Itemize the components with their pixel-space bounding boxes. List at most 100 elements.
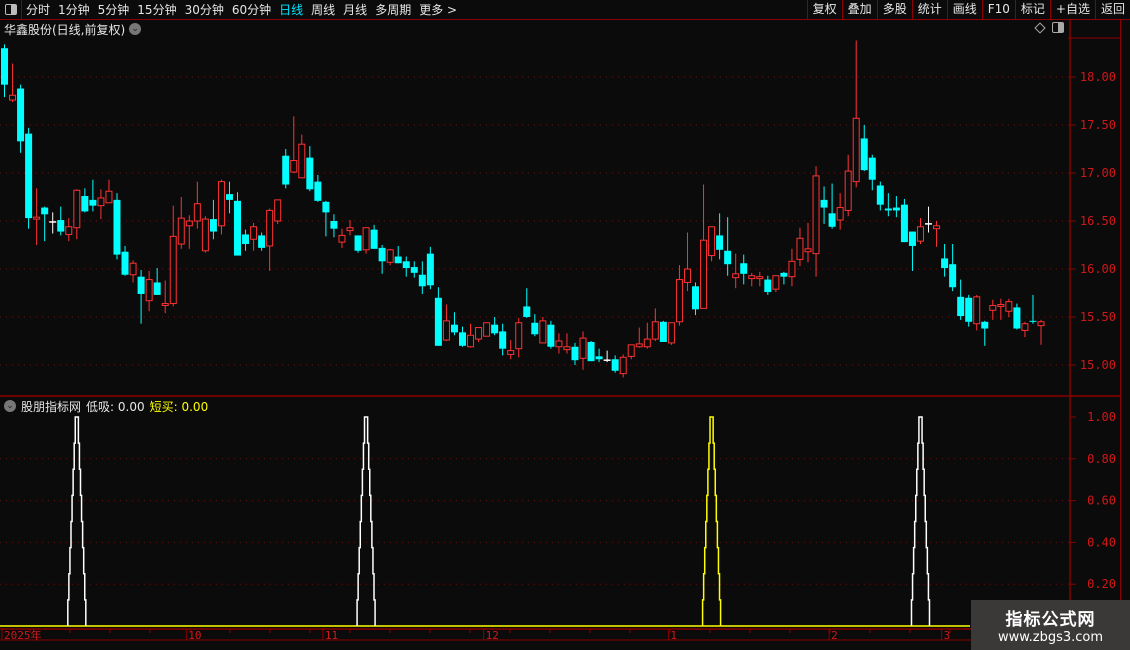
candle-body-up xyxy=(185,220,193,227)
panel-toggle-icon[interactable] xyxy=(0,0,22,20)
candle-body-up xyxy=(788,260,796,278)
toolbar-button-3[interactable]: 统计 xyxy=(911,0,947,20)
candle-body-down xyxy=(1013,307,1021,329)
panel-icon[interactable] xyxy=(1052,22,1064,33)
candle-body-down xyxy=(740,263,748,274)
toolbar-button-1[interactable]: 叠加 xyxy=(841,0,877,20)
candle-body-down xyxy=(225,194,233,200)
candle-body-down xyxy=(523,306,531,317)
candle-body-up xyxy=(193,203,201,222)
candle-body-down xyxy=(611,359,619,371)
candle-body-down xyxy=(531,322,539,335)
candle-body-down xyxy=(25,133,33,219)
candle-body-up xyxy=(748,275,756,280)
date-tick-label: 1 xyxy=(670,629,677,642)
candle-body-down xyxy=(57,220,65,232)
candle-body-down xyxy=(828,213,836,227)
candle-body-up xyxy=(266,209,274,247)
candle-body-up xyxy=(1005,301,1013,312)
candle-body-down xyxy=(949,264,957,288)
candle-body-down xyxy=(1,48,8,85)
candle-body-down xyxy=(547,324,555,347)
period-tab-6[interactable]: 日线 xyxy=(279,2,304,17)
candle-body-up xyxy=(916,226,924,242)
toolbar-button-4[interactable]: 画线 xyxy=(946,0,982,20)
candle-body-up xyxy=(467,334,475,348)
candle-body-up xyxy=(298,143,306,179)
toolbar-button-7[interactable]: +自选 xyxy=(1049,0,1095,20)
short-buy-label: 短买: xyxy=(149,399,178,414)
chart-title-row: 华鑫股份(日线,前复权) ⌄ xyxy=(4,21,142,37)
candle-body-up xyxy=(65,226,73,235)
period-tab-7[interactable]: 周线 xyxy=(311,2,336,17)
chevron-down-icon[interactable]: ⌄ xyxy=(129,23,142,35)
candle-body-down xyxy=(370,229,378,249)
candle-body-down xyxy=(884,208,892,211)
toolbar-button-8[interactable]: 返回 xyxy=(1094,0,1130,20)
date-tick-label: 11 xyxy=(325,629,338,642)
candle-body-down xyxy=(820,199,828,208)
candle-body-up xyxy=(362,227,370,251)
candle-body-up xyxy=(651,321,659,340)
toolbar-button-2[interactable]: 多股 xyxy=(876,0,912,20)
candle-body-up xyxy=(338,234,346,243)
period-tab-8[interactable]: 月线 xyxy=(343,2,368,17)
candle-body-up xyxy=(579,337,587,359)
candle-body-down xyxy=(41,207,49,215)
candle-body-up xyxy=(217,181,225,227)
candle-body-down xyxy=(113,199,121,255)
side-panel-edge[interactable] xyxy=(1120,20,1130,640)
period-tab-5[interactable]: 60分钟 xyxy=(231,2,272,17)
toolbar-button-5[interactable]: F10 xyxy=(981,0,1015,20)
candle-body-up xyxy=(507,350,515,355)
candle-body-up xyxy=(627,344,635,357)
candle-body-down xyxy=(354,235,362,251)
candle-body-down xyxy=(258,235,266,248)
toolbar-button-0[interactable]: 复权 xyxy=(806,0,842,20)
period-tab-0[interactable]: 分时 xyxy=(26,2,51,17)
toolbar-button-6[interactable]: 标记 xyxy=(1014,0,1050,20)
candle-body-down xyxy=(941,258,949,269)
period-tab-4[interactable]: 30分钟 xyxy=(184,2,224,17)
candle-body-down xyxy=(137,276,145,294)
indicator-tick-label: 0.80 xyxy=(1087,452,1116,466)
candle-body-up xyxy=(169,235,177,305)
candle-body-up xyxy=(1037,321,1045,327)
candle-body-up xyxy=(635,343,643,348)
candle-body-down xyxy=(957,296,965,317)
indicator-name: 股朋指标网 xyxy=(21,399,82,414)
candle-body-down xyxy=(153,282,161,295)
candle-body-down xyxy=(322,201,330,213)
date-tick-label: 2025年 xyxy=(4,628,42,642)
candle-body-up xyxy=(475,327,483,340)
candle-body-down xyxy=(17,88,25,142)
chevron-down-icon[interactable]: ⌄ xyxy=(4,400,16,412)
candle-body-up xyxy=(844,170,852,211)
indicator-tick-label: 0.20 xyxy=(1087,577,1116,591)
period-tab-1[interactable]: 1分钟 xyxy=(58,2,90,17)
candle-body-up xyxy=(756,276,764,280)
candle-body-down xyxy=(314,181,322,201)
date-tick-label: 2 xyxy=(831,629,838,642)
candle-body-down xyxy=(892,207,900,211)
period-tab-2[interactable]: 5分钟 xyxy=(97,2,130,17)
candle-body-up xyxy=(852,117,860,183)
period-tab-9[interactable]: 多周期 xyxy=(375,2,412,17)
low-buy-signal-spike xyxy=(910,416,931,626)
candle-body-down xyxy=(981,321,989,329)
candle-body-up xyxy=(675,279,683,323)
candle-body-down xyxy=(1029,320,1037,322)
period-tab-10[interactable]: 更多 > xyxy=(419,2,458,17)
candle-body-up xyxy=(973,296,981,325)
candle-body-up xyxy=(290,160,298,173)
candle-body-down xyxy=(571,346,579,361)
candle-body-up xyxy=(483,322,491,337)
candle-body-up xyxy=(708,226,716,257)
candle-body-up xyxy=(73,189,81,229)
period-tab-3[interactable]: 15分钟 xyxy=(137,2,177,17)
low-buy-signal-spike xyxy=(67,416,87,626)
candle-body-down xyxy=(450,324,458,333)
price-tick-label: 16.50 xyxy=(1080,214,1116,228)
